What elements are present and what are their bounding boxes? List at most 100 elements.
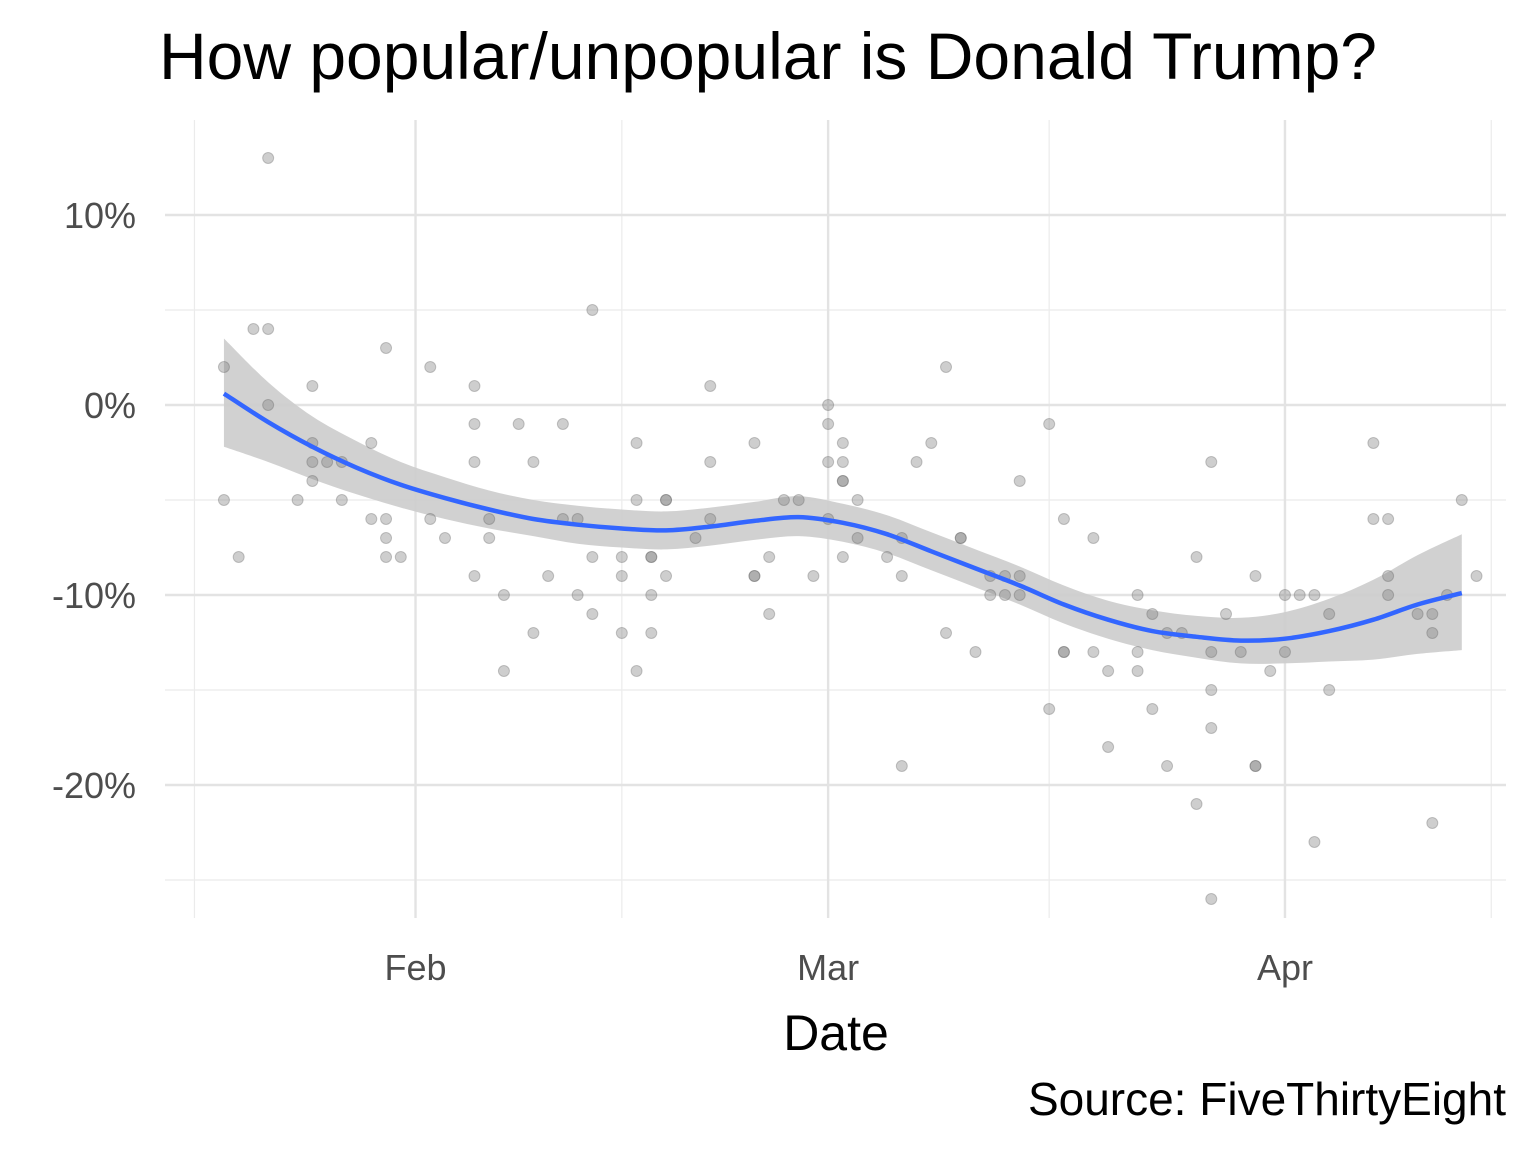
data-point [335,494,348,506]
data-point [1205,684,1218,696]
data-point [1205,893,1218,905]
data-point [660,494,673,506]
data-point [630,437,643,449]
data-point [527,456,540,468]
chart-title: How popular/unpopular is Donald Trump? [158,19,1378,93]
x-tick-label: Feb [384,947,446,988]
data-point [836,456,849,468]
data-point [851,532,864,544]
data-point [1146,703,1159,715]
data-point [1264,665,1277,677]
smooth-trend-line [222,391,1463,643]
data-point [1278,589,1291,601]
data-point [881,551,894,563]
data-point [1382,570,1395,582]
data-point [1382,589,1395,601]
confidence-ribbon [223,338,1462,664]
data-point [1131,665,1144,677]
data-point [615,570,628,582]
x-tick-label: Apr [1257,947,1313,988]
data-point [1057,646,1070,658]
data-point [1411,608,1424,620]
data-point [306,456,319,468]
data-point [1161,760,1174,772]
data-point [468,380,481,392]
data-point [1190,798,1203,810]
data-point [748,570,761,582]
data-point [365,513,378,525]
data-point [895,760,908,772]
data-point [306,475,319,487]
data-point [571,589,584,601]
data-point [262,399,275,411]
data-point [306,380,319,392]
data-point [969,646,982,658]
data-point [394,551,407,563]
data-point [1293,589,1306,601]
data-point [645,551,658,563]
data-point [1146,608,1159,620]
data-point [895,570,908,582]
data-point [1249,570,1262,582]
data-point [836,475,849,487]
data-point [1013,475,1026,487]
data-point [1013,570,1026,582]
data-point [704,456,717,468]
data-point [1308,589,1321,601]
data-point [822,418,835,430]
data-point [763,551,776,563]
data-point [763,608,776,620]
y-tick-label: 10% [64,195,136,236]
data-point [380,532,393,544]
data-point [1367,513,1380,525]
data-point [586,304,599,316]
data-point [232,551,245,563]
data-point [291,494,304,506]
data-point [262,152,275,164]
data-point [365,437,378,449]
data-point [998,589,1011,601]
data-point [1205,646,1218,658]
data-point [1278,646,1291,658]
data-point [792,494,805,506]
data-point [1087,532,1100,544]
data-point [1234,646,1247,658]
data-point [217,494,230,506]
data-point [1043,703,1056,715]
data-point [660,570,673,582]
data-point [380,551,393,563]
line-layer [222,391,1463,643]
data-point [1367,437,1380,449]
data-point [468,456,481,468]
data-point [247,323,260,335]
data-point [1323,608,1336,620]
data-point [1131,589,1144,601]
data-point [954,532,967,544]
data-point [468,570,481,582]
data-point [851,494,864,506]
data-point [1220,608,1233,620]
data-point [748,570,761,582]
data-point [1205,456,1218,468]
data-point [1426,608,1439,620]
data-point [497,665,510,677]
data-point [807,570,820,582]
data-point [940,361,953,373]
data-point [380,513,393,525]
data-point [483,532,496,544]
data-point [645,551,658,563]
data-point [822,399,835,411]
data-point [1426,817,1439,829]
data-point [836,437,849,449]
y-tick-label: -10% [52,575,136,616]
data-point [1190,551,1203,563]
data-point [1131,646,1144,658]
data-point [645,627,658,639]
data-point [262,323,275,335]
data-point [777,494,790,506]
data-point [1249,760,1262,772]
data-point [586,608,599,620]
data-point [438,532,451,544]
data-point [984,589,997,601]
x-axis-title: Date [783,1005,889,1061]
